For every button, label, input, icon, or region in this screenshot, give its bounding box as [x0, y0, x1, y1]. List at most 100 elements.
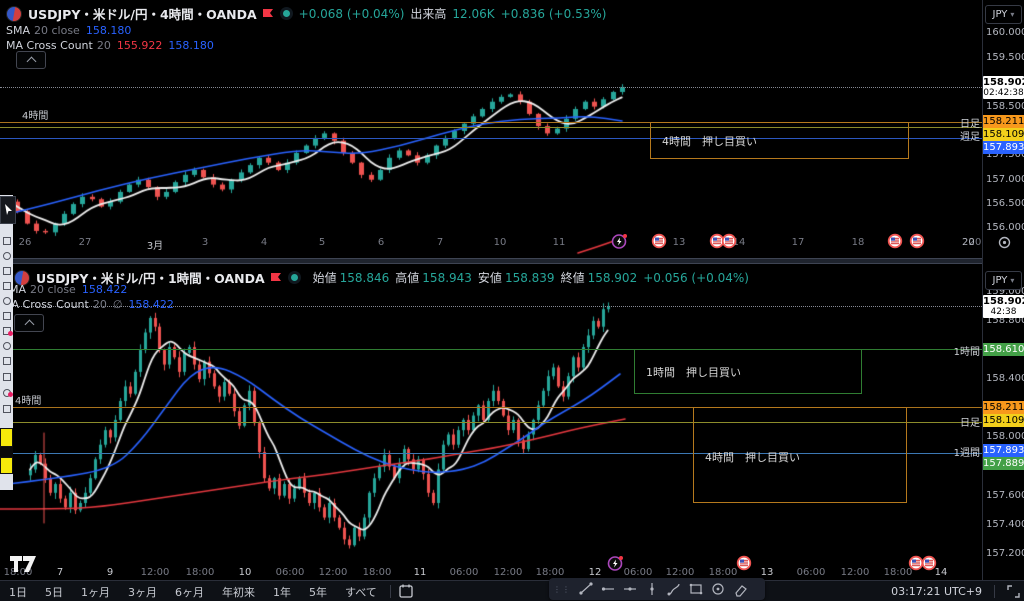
time-axis-label[interactable]: 3月	[146, 241, 164, 252]
us-event-icon[interactable]	[721, 233, 737, 253]
trend-line-tool-icon[interactable]	[575, 580, 597, 598]
time-axis-label[interactable]: 13	[760, 567, 774, 578]
time-axis-label[interactable]: 17	[791, 237, 805, 248]
drawing-tool-icon[interactable]	[3, 252, 11, 260]
drawing-tool-icon[interactable]	[3, 282, 11, 290]
time-axis-label[interactable]: 06:00	[623, 567, 653, 578]
drawing-tool-icon[interactable]	[3, 297, 11, 305]
panel1-collapse-button[interactable]	[16, 51, 46, 69]
economic-event-icon[interactable]	[607, 555, 624, 576]
drag-handle[interactable]: ⋮⋮	[553, 584, 571, 594]
time-axis-label[interactable]: 18	[851, 237, 865, 248]
range-button-5年[interactable]: 5年	[309, 585, 327, 599]
time-axis-label[interactable]: 26	[18, 237, 32, 248]
range-button-1年[interactable]: 1年	[273, 585, 291, 599]
time-axis-label[interactable]: 12:00	[840, 567, 870, 578]
us-event-icon[interactable]	[909, 233, 925, 253]
time-axis-label[interactable]: 11	[413, 567, 427, 578]
market-status-icon[interactable]	[287, 271, 301, 284]
panel2-collapse-button[interactable]	[14, 314, 44, 332]
time-axis-label[interactable]: 6	[377, 237, 385, 248]
range-button-6ヶ月[interactable]: 6ヶ月	[175, 585, 204, 599]
time-axis-label[interactable]: 7	[436, 237, 444, 248]
time-axis-label[interactable]: 18:00	[185, 567, 215, 578]
level-line[interactable]	[0, 138, 982, 139]
range-button-1日[interactable]: 1日	[9, 585, 27, 599]
drawing-toolbar[interactable]	[0, 195, 13, 490]
time-axis-label[interactable]: 20	[968, 237, 982, 248]
eraser-tool-icon[interactable]	[729, 580, 751, 598]
circle-tool-icon[interactable]	[707, 580, 729, 598]
us-event-icon[interactable]	[921, 555, 937, 575]
time-axis-label[interactable]: 18:00	[362, 567, 392, 578]
time-axis-label[interactable]: 06:00	[449, 567, 479, 578]
maximize-icon[interactable]	[1007, 585, 1020, 598]
range-button-年初来[interactable]: 年初来	[222, 585, 255, 599]
symbol-title[interactable]: USDJPY・米ドル/円・4時間・OANDA	[28, 7, 257, 22]
horizontal-line-tool-icon[interactable]	[619, 580, 641, 598]
time-axis-label[interactable]: 13	[672, 237, 686, 248]
time-axis-label[interactable]: 10	[493, 237, 507, 248]
time-axis-label[interactable]: 5	[318, 237, 326, 248]
gear-icon[interactable]	[998, 236, 1011, 249]
flag-icon[interactable]	[270, 272, 282, 283]
time-axis-label[interactable]: 18:00	[708, 567, 738, 578]
range-button-すべて[interactable]: すべて	[345, 585, 377, 599]
level-line[interactable]	[0, 127, 982, 128]
timeframe-note[interactable]: 4時間	[15, 396, 42, 407]
us-event-icon[interactable]	[709, 233, 725, 253]
level-line[interactable]	[0, 122, 982, 123]
range-button-5日[interactable]: 5日	[45, 585, 63, 599]
time-axis-label[interactable]: 18:00	[3, 567, 33, 578]
level-line[interactable]	[0, 407, 982, 408]
horizontal-ray-tool-icon[interactable]	[597, 580, 619, 598]
time-axis-label[interactable]: 14	[732, 237, 746, 248]
axis-corner-value[interactable]: 20	[962, 237, 975, 248]
panel2-currency-button[interactable]: JPY ▾	[985, 271, 1022, 290]
time-axis-label[interactable]: 12:00	[140, 567, 170, 578]
brush-tool-icon[interactable]	[663, 580, 685, 598]
time-axis-label[interactable]: 3	[201, 237, 209, 248]
go-to-date-icon[interactable]	[399, 584, 414, 599]
time-axis-label[interactable]: 4	[260, 237, 268, 248]
time-axis-label[interactable]: 06:00	[796, 567, 826, 578]
time-axis-label[interactable]: 18:00	[883, 567, 913, 578]
drawing-tool-icon[interactable]	[3, 267, 11, 275]
range-button-1ヶ月[interactable]: 1ヶ月	[81, 585, 110, 599]
time-axis-label[interactable]: 9	[106, 567, 114, 578]
time-axis-label[interactable]: 06:00	[275, 567, 305, 578]
level-line[interactable]	[0, 349, 982, 350]
time-axis-label[interactable]: 12:00	[318, 567, 348, 578]
annotation-box[interactable]: 4時間 押し目買い	[650, 122, 909, 159]
cursor-tool-icon[interactable]	[0, 196, 16, 224]
floating-draw-toolbar[interactable]: ⋮⋮	[549, 578, 765, 600]
time-axis-label[interactable]: 11	[552, 237, 566, 248]
time-axis-label[interactable]: 14	[934, 567, 948, 578]
indicator-row[interactable]: MA Cross Count 20 ∅ 158.422	[2, 298, 174, 311]
us-event-icon[interactable]	[736, 555, 752, 575]
level-line[interactable]	[0, 453, 982, 454]
indicator-row[interactable]: SMA 20 close 158.180	[6, 24, 132, 37]
level-line[interactable]	[0, 422, 982, 423]
drawing-tool-icon[interactable]	[3, 373, 11, 381]
symbol-title[interactable]: USDJPY・米ドル/円・1時間・OANDA	[36, 271, 265, 286]
indicator-row[interactable]: SMA 20 close 158.422	[2, 283, 128, 296]
time-axis-label[interactable]: 10	[238, 567, 252, 578]
time-axis-label[interactable]: 12:00	[493, 567, 523, 578]
us-event-icon[interactable]	[887, 233, 903, 253]
drawing-tool-icon[interactable]	[3, 237, 11, 245]
drawing-tool-icon[interactable]	[3, 342, 11, 350]
vertical-line-tool-icon[interactable]	[641, 580, 663, 598]
color-swatch-yellow[interactable]	[0, 428, 13, 447]
time-axis-label[interactable]: 12	[588, 567, 602, 578]
market-status-icon[interactable]	[279, 7, 293, 20]
range-button-3ヶ月[interactable]: 3ヶ月	[128, 585, 157, 599]
time-axis-label[interactable]: 18:00	[535, 567, 565, 578]
drawing-tool-icon[interactable]	[3, 312, 11, 320]
time-axis-label[interactable]: 7	[56, 567, 64, 578]
panel1-currency-button[interactable]: JPY ▾	[985, 5, 1022, 24]
drawing-tool-icon[interactable]	[3, 357, 11, 365]
indicator-row[interactable]: MA Cross Count 20 155.922 158.180	[6, 39, 214, 52]
color-swatch-yellow[interactable]	[0, 457, 13, 474]
time-axis-label[interactable]: 12:00	[665, 567, 695, 578]
